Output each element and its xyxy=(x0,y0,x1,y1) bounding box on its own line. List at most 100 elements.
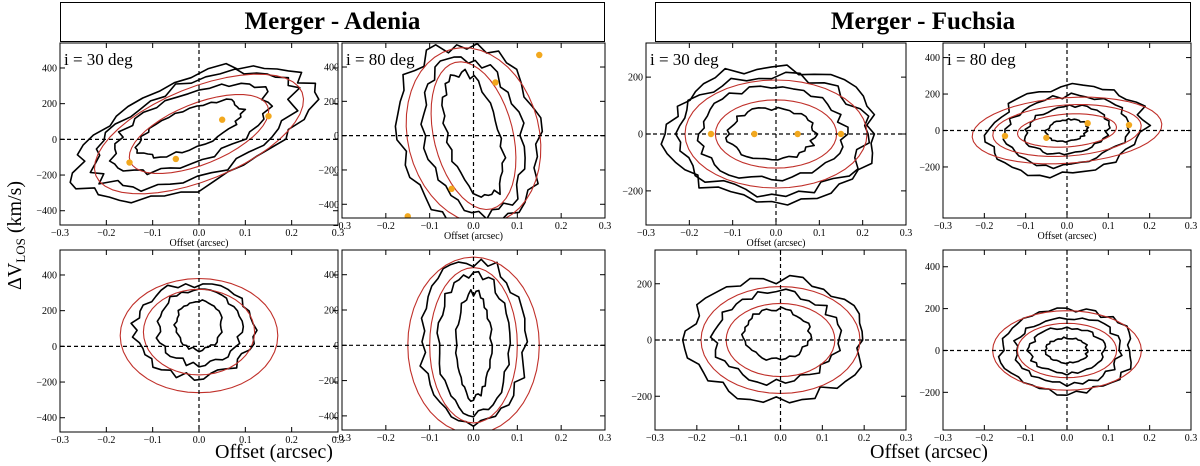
panel-plot-area xyxy=(943,43,1191,218)
y-tick-label: 0 xyxy=(334,341,339,352)
y-tick-label: −200 xyxy=(36,171,57,182)
panel-adenia-i80-top: −0.3 −0.2 −0.1 0.0 0.1 0.2 0.3 −400 −200 0 200 400 O… xyxy=(318,42,612,242)
x-tick-label: 0.0 xyxy=(193,228,206,239)
panel-plot-area xyxy=(655,250,906,430)
x-tick-label: 0.0 xyxy=(770,228,783,239)
panel-frame xyxy=(341,249,606,431)
title-merger-fuchsia: Merger - Fuchsia xyxy=(655,2,1191,42)
model-contour-5 xyxy=(992,104,1142,157)
x-tick-label: 0.1 xyxy=(1102,221,1115,232)
x-tick-label: −0.3 xyxy=(637,228,655,239)
data-contour-1 xyxy=(436,270,512,418)
x-tick-label: −0.2 xyxy=(97,435,115,446)
y-tick-label: 0 xyxy=(935,126,940,137)
x-tick-label: 0.0 xyxy=(1061,433,1074,444)
y-tick-label: 200 xyxy=(925,304,940,315)
x-tick-label: 0.3 xyxy=(599,221,612,232)
panel-adenia-i80-bottom: −0.3 −0.2 −0.1 0.0 0.1 0.2 0.3 −400 −200 0 200 400 xyxy=(318,249,612,444)
y-tick-label: 0 xyxy=(52,135,57,146)
panel-adenia-i30-bottom: −0.3 −0.2 −0.1 0.0 0.1 0.2 0.3 −400 −200 0 200 400 xyxy=(36,249,344,446)
y-tick-label: 400 xyxy=(42,63,57,74)
y-tick-label: −400 xyxy=(318,200,339,211)
inclination-label: i = 80 deg xyxy=(346,50,415,69)
x-tick-label: 0.1 xyxy=(511,433,524,444)
sample-point-0 xyxy=(1001,132,1009,140)
data-contour-1 xyxy=(420,56,526,218)
sample-point-0 xyxy=(404,213,411,218)
panel-frame xyxy=(942,249,1192,431)
x-tick-label: −0.3 xyxy=(51,228,69,239)
y-tick-label: 200 xyxy=(324,97,339,108)
xlabel-fuchsia: Offset (arcsec) xyxy=(870,441,988,463)
x-tick-label: 0.2 xyxy=(1143,221,1156,232)
data-contour-2 xyxy=(419,258,529,428)
model-contour-3 xyxy=(430,61,517,211)
x-tick-label: −0.1 xyxy=(724,228,742,239)
panel-plot-area xyxy=(60,250,338,432)
data-contour-0 xyxy=(740,306,813,361)
panel-plot-area xyxy=(646,43,906,225)
x-tick-label: 0.0 xyxy=(467,433,480,444)
panel-fuchsia-i80-top: −0.3 −0.2 −0.1 0.0 0.1 0.2 0.3 −200 0 200 400 Offse… xyxy=(919,42,1197,242)
model-contour-4 xyxy=(714,99,838,169)
y-tick-label: 0 xyxy=(52,342,57,353)
data-contour-0 xyxy=(134,98,247,159)
x-tick-label: 0.2 xyxy=(858,433,871,444)
y-tick-label: −200 xyxy=(631,392,652,403)
panel-xlabel: Offset (arcsec) xyxy=(444,231,503,242)
x-tick-label: 0.1 xyxy=(511,221,524,232)
inclination-label: i = 30 deg xyxy=(64,50,133,69)
y-tick-label: −200 xyxy=(318,376,339,387)
y-tick-label: 0 xyxy=(638,130,643,141)
x-tick-label: −0.1 xyxy=(421,221,439,232)
x-tick-label: −0.1 xyxy=(1017,433,1035,444)
x-tick-label: −0.2 xyxy=(680,228,698,239)
ylabel-velocity: ΔVLOS (km/s) xyxy=(4,181,28,290)
x-tick-label: −0.1 xyxy=(144,435,162,446)
x-tick-label: 0.2 xyxy=(1143,433,1156,444)
x-tick-label: −0.1 xyxy=(730,433,748,444)
x-tick-label: 0.1 xyxy=(1102,433,1115,444)
x-tick-label: −0.3 xyxy=(646,433,664,444)
ylabel-subscript: LOS xyxy=(13,238,28,263)
x-tick-label: 0.1 xyxy=(813,228,826,239)
panel-fuchsia-i80-bottom: −0.3 −0.2 −0.1 0.0 0.1 0.2 0.3 −200 0 200 400 xyxy=(919,249,1198,444)
model-contour-4 xyxy=(405,47,542,218)
x-tick-label: 0.2 xyxy=(285,228,298,239)
model-contour-4 xyxy=(119,277,279,394)
x-tick-label: 0.3 xyxy=(1185,433,1198,444)
ylabel-delta-v: ΔV xyxy=(4,262,26,290)
x-tick-label: 0.1 xyxy=(816,433,829,444)
sample-point-0 xyxy=(707,130,715,138)
x-tick-label: 0.0 xyxy=(1061,221,1074,232)
x-tick-label: −0.2 xyxy=(97,228,115,239)
data-contour-0 xyxy=(1044,117,1090,143)
xlabel-adenia: Offset (arcsec) xyxy=(215,441,333,463)
data-contour-2 xyxy=(130,282,258,382)
data-contour-2 xyxy=(89,68,301,192)
data-contour-3 xyxy=(660,64,876,206)
panel-xlabel: Offset (arcsec) xyxy=(747,238,806,249)
x-tick-label: −0.3 xyxy=(934,433,952,444)
x-tick-label: 0.2 xyxy=(555,221,568,232)
y-tick-label: 200 xyxy=(628,73,643,84)
sample-point-2 xyxy=(1084,120,1091,127)
y-tick-label: 400 xyxy=(925,262,940,273)
y-tick-label: 400 xyxy=(324,270,339,281)
title-merger-adenia: Merger - Adenia xyxy=(60,2,605,42)
data-contour-3 xyxy=(69,62,320,204)
y-tick-label: −400 xyxy=(36,413,57,424)
y-tick-label: 0 xyxy=(334,131,339,142)
sample-point-1 xyxy=(448,185,455,193)
x-tick-label: 0.3 xyxy=(332,228,345,239)
data-contour-1 xyxy=(108,82,274,176)
inclination-label: i = 30 deg xyxy=(650,50,719,69)
x-tick-label: 0.3 xyxy=(599,433,612,444)
x-tick-label: 0.1 xyxy=(239,228,252,239)
panel-adenia-i30-top: −0.3 −0.2 −0.1 0.0 0.1 0.2 0.3 −400 −200 0 200 400 O… xyxy=(36,42,345,249)
x-tick-label: −0.1 xyxy=(421,433,439,444)
sample-point-3 xyxy=(265,112,272,120)
x-tick-label: 0.3 xyxy=(900,228,913,239)
data-contour-0 xyxy=(173,299,223,353)
